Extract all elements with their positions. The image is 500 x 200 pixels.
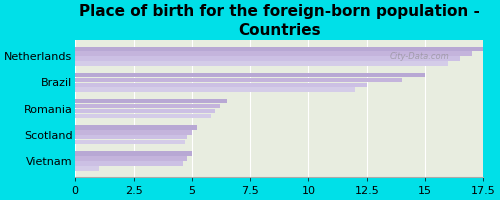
Bar (75, 114, 210, 118)
Bar (75, 61, 448, 66)
Bar (75, 83, 367, 87)
Bar (75, 51, 472, 56)
Bar (75, 87, 355, 92)
Bar (75, 156, 187, 161)
Bar (75, 161, 182, 166)
Bar (75, 73, 425, 77)
Bar (75, 166, 98, 171)
Bar (75, 104, 220, 108)
Bar (75, 109, 215, 113)
Bar (75, 47, 484, 51)
Bar (75, 56, 460, 61)
Bar (75, 78, 402, 82)
Bar (75, 99, 227, 103)
Bar (75, 135, 187, 139)
Bar (75, 125, 196, 130)
Bar (75, 140, 185, 144)
Bar (75, 130, 192, 135)
Title: Place of birth for the foreign-born population -
Countries: Place of birth for the foreign-born popu… (79, 4, 480, 38)
Text: City-Data.com: City-Data.com (390, 52, 450, 61)
Bar (75, 151, 192, 156)
